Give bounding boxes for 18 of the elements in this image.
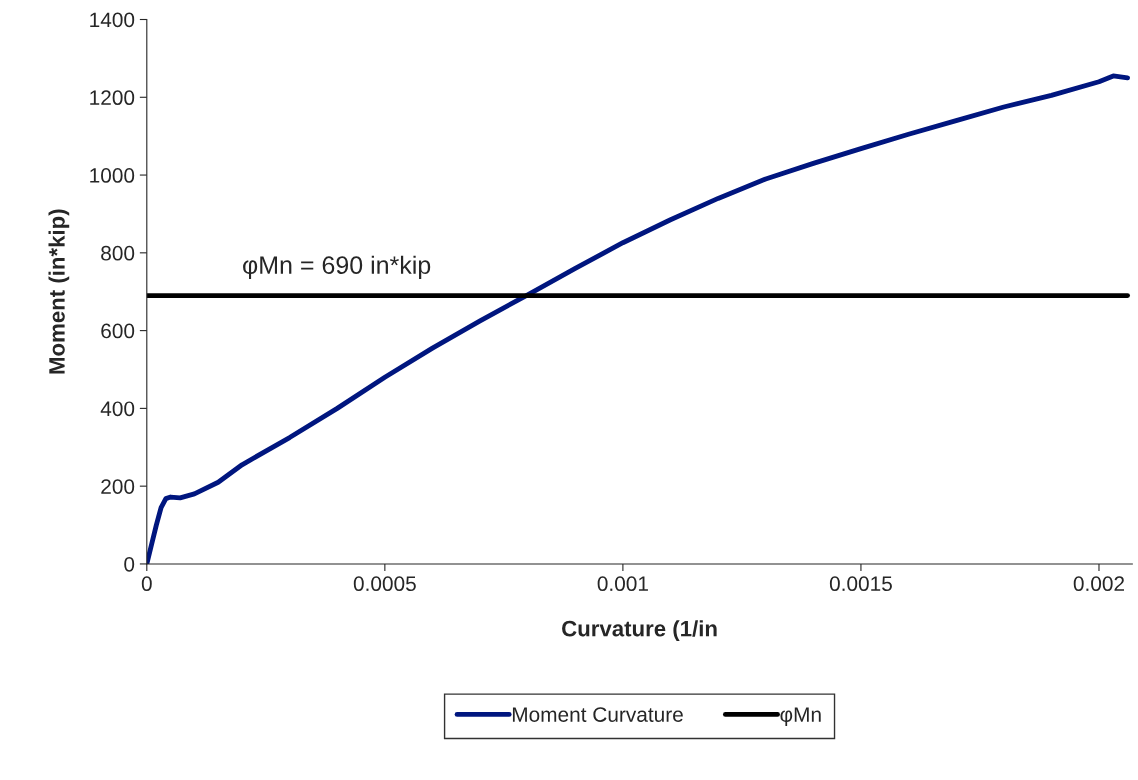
x-tick-label: 0.001 (597, 576, 648, 592)
y-axis-title: Moment (in*kip) (48, 209, 70, 374)
legend-label: φMn (780, 707, 821, 727)
x-tick-label: 0.0015 (829, 576, 892, 592)
y-tick-label: 800 (101, 245, 135, 261)
y-tick-label: 200 (101, 479, 135, 494)
annotation: φMn = 690 in*kip (243, 255, 431, 279)
y-tick-label: 600 (101, 323, 135, 339)
y-tick-label: 1200 (90, 90, 135, 106)
y-tick-label: 1000 (90, 168, 135, 183)
x-tick-label: 0.002 (1073, 576, 1125, 592)
x-tick-label: 0 (141, 576, 152, 592)
y-tick-label: 1400 (90, 12, 135, 28)
x-axis-title: Curvature (1/in (562, 620, 717, 641)
y-tick-label: 400 (100, 401, 135, 417)
y-tick-label: 0 (124, 556, 135, 572)
legend-label: Moment Curvature (512, 707, 683, 722)
x-tick-label: 0.0005 (353, 576, 416, 592)
